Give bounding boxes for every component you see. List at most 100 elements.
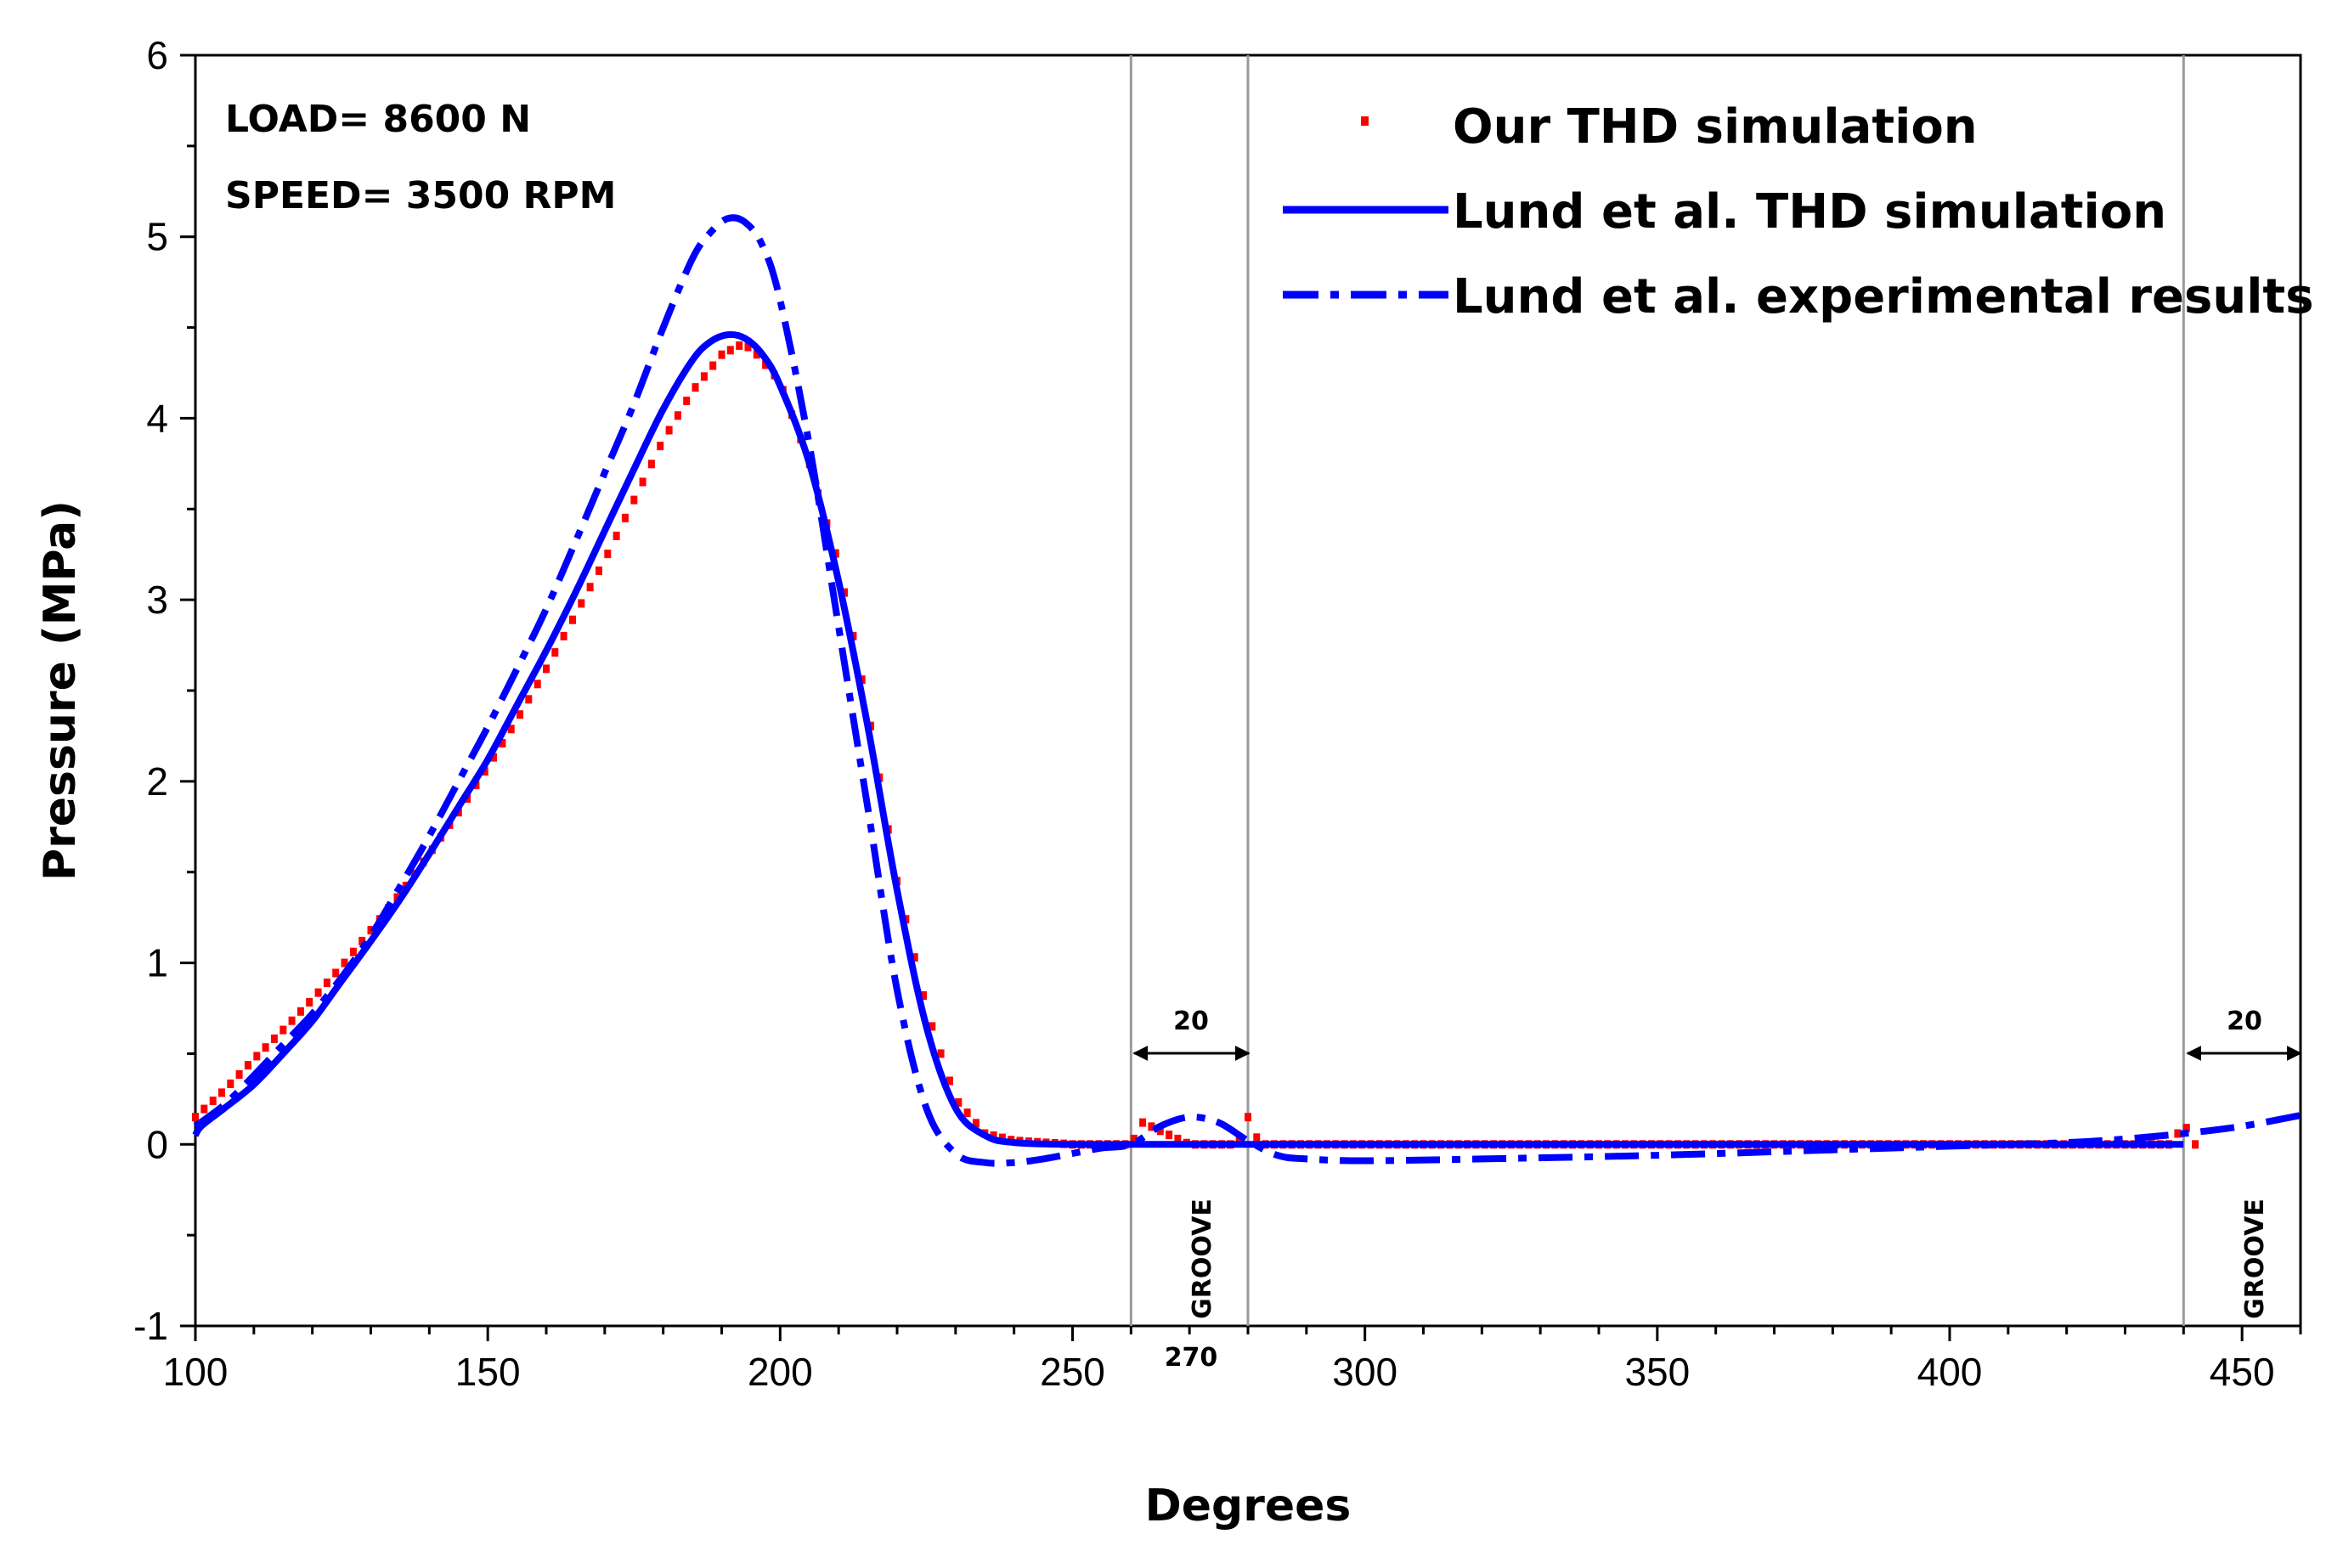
y-tick-label: 6 — [146, 33, 168, 77]
y-tick-label: 2 — [146, 759, 168, 804]
data-point — [332, 968, 340, 978]
x-tick-label: 200 — [748, 1350, 813, 1394]
data-point — [937, 1049, 945, 1058]
data-point — [349, 947, 357, 956]
data-point — [744, 342, 752, 352]
groove-annotations: 20 GROOVE 270 20 GROOVE — [1132, 1007, 2302, 1373]
data-point — [314, 988, 322, 997]
x-axis-title: Degrees — [1145, 1481, 1352, 1531]
speed-annotation: SPEED= 3500 RPM — [225, 174, 616, 217]
data-point — [647, 460, 655, 469]
data-point — [341, 958, 348, 967]
data-point — [192, 1113, 199, 1122]
data-point — [692, 383, 699, 392]
data-point — [507, 725, 515, 734]
legend-label-our-thd: Our THD simulation — [1453, 99, 1978, 155]
data-point — [1156, 1126, 1164, 1136]
data-point — [499, 739, 506, 747]
data-point — [753, 350, 760, 359]
legend-label-lund-exp: Lund et al. experimental results — [1453, 269, 2314, 324]
data-point — [1253, 1133, 1261, 1142]
data-point — [613, 531, 620, 540]
data-point — [955, 1097, 963, 1107]
x-tick-label: 150 — [455, 1350, 521, 1394]
data-point — [726, 346, 734, 355]
series-layer — [192, 214, 2301, 1167]
data-point — [534, 680, 541, 689]
data-point — [929, 1022, 936, 1031]
groove-1-width-label: 20 — [1173, 1007, 1209, 1036]
data-point — [630, 495, 638, 505]
series-lund-sim-line — [192, 330, 2184, 1148]
data-point — [244, 1061, 251, 1070]
data-point — [481, 767, 488, 776]
data-point — [2192, 1140, 2199, 1149]
data-point — [227, 1079, 234, 1088]
data-point — [551, 648, 559, 657]
data-point — [700, 372, 708, 381]
data-point — [543, 664, 550, 674]
data-point — [200, 1104, 208, 1114]
x-tick-label: 450 — [2210, 1350, 2275, 1394]
data-point — [665, 426, 673, 435]
data-point — [235, 1070, 243, 1079]
data-point — [525, 695, 533, 704]
legend-marker-our-thd — [1361, 116, 1369, 126]
data-point — [490, 753, 497, 762]
x-tick-label: 250 — [1040, 1350, 1105, 1394]
data-point — [209, 1097, 217, 1105]
data-point — [218, 1088, 225, 1097]
data-point — [1139, 1118, 1147, 1127]
data-point — [736, 341, 743, 350]
data-point — [279, 1025, 287, 1035]
legend: Our THD simulation Lund et al. THD simul… — [1283, 99, 2314, 324]
data-point — [323, 979, 330, 988]
data-point — [270, 1034, 278, 1043]
y-tick-label: 1 — [146, 941, 168, 985]
y-axis-ticks: -1 0 1 2 3 4 5 6 — [133, 33, 195, 1348]
data-point — [1166, 1131, 1173, 1140]
groove-center-label: 270 — [1165, 1343, 1218, 1373]
groove-2-label: GROOVE — [2240, 1199, 2270, 1319]
data-point — [306, 997, 313, 1007]
data-point — [990, 1131, 997, 1140]
load-annotation: LOAD= 8600 N — [225, 98, 531, 141]
y-axis-title: Pressure (MPa) — [35, 500, 86, 881]
groove-lines — [1129, 55, 2185, 1326]
data-point — [963, 1108, 971, 1118]
data-point — [1245, 1113, 1251, 1122]
data-point — [596, 566, 602, 575]
x-tick-label: 100 — [163, 1350, 229, 1394]
data-point — [972, 1119, 980, 1128]
data-point — [2174, 1129, 2182, 1138]
data-point — [578, 599, 585, 608]
data-point — [762, 360, 770, 369]
data-point — [920, 991, 927, 1000]
data-point — [393, 893, 401, 902]
data-point — [517, 710, 523, 719]
data-point — [1130, 1134, 1138, 1143]
data-point — [359, 936, 366, 945]
y-tick-label: 5 — [146, 215, 168, 259]
x-tick-label: 350 — [1624, 1350, 1690, 1394]
data-point — [639, 477, 646, 487]
data-point — [946, 1076, 953, 1086]
data-point — [1174, 1134, 1182, 1143]
data-point — [911, 953, 918, 962]
data-point — [262, 1043, 269, 1052]
data-point — [709, 361, 717, 370]
data-point — [674, 411, 681, 420]
data-point — [288, 1016, 296, 1025]
data-point — [604, 550, 612, 559]
data-point — [2182, 1124, 2190, 1133]
x-tick-label: 300 — [1332, 1350, 1397, 1394]
data-point — [253, 1052, 261, 1061]
data-point — [621, 513, 629, 522]
y-tick-label: 4 — [146, 396, 168, 440]
x-axis-ticks: 100 150 200 250 300 350 400 450 — [163, 1326, 2302, 1394]
groove-2-width-label: 20 — [2227, 1007, 2262, 1036]
x-tick-label: 400 — [1917, 1350, 1983, 1394]
legend-label-lund-sim: Lund et al. THD simulation — [1453, 184, 2166, 240]
data-point — [718, 350, 725, 359]
